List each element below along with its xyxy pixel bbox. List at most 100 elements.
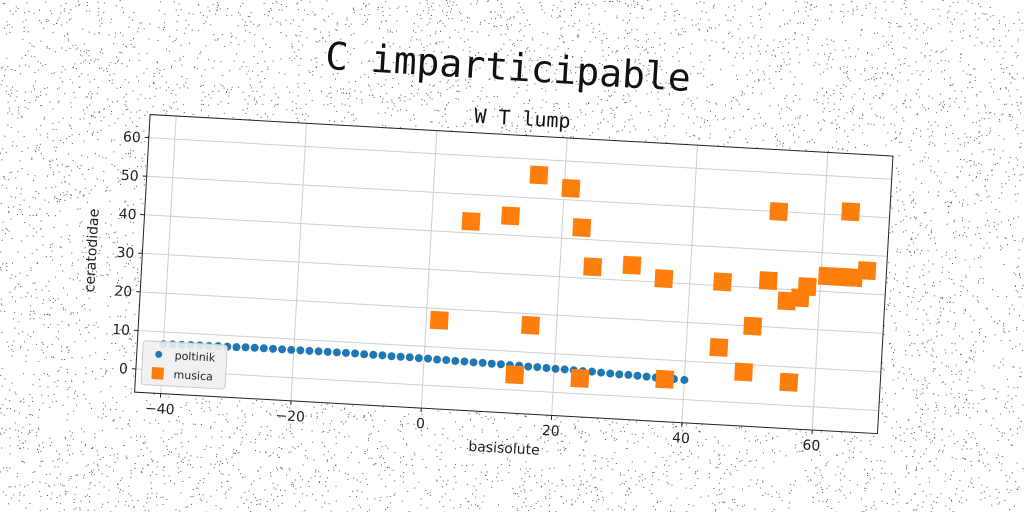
- noise-speck: [66, 165, 68, 167]
- noise-speck: [256, 504, 258, 505]
- noise-speck: [964, 458, 965, 460]
- noise-speck: [453, 1, 455, 3]
- noise-speck: [924, 55, 926, 57]
- noise-speck: [952, 263, 953, 264]
- noise-speck: [516, 414, 518, 416]
- noise-speck: [860, 34, 862, 36]
- noise-speck: [504, 443, 506, 445]
- noise-speck: [44, 314, 45, 316]
- noise-speck: [839, 67, 841, 69]
- noise-speck: [948, 205, 950, 207]
- noise-speck: [952, 189, 954, 191]
- noise-speck: [647, 52, 649, 54]
- noise-speck: [34, 56, 36, 58]
- noise-speck: [912, 456, 914, 457]
- noise-speck: [935, 502, 937, 504]
- noise-speck: [88, 324, 90, 326]
- noise-speck: [265, 451, 267, 453]
- noise-speck: [135, 277, 137, 279]
- noise-speck: [84, 178, 86, 180]
- noise-speck: [490, 417, 492, 419]
- noise-speck: [7, 112, 9, 114]
- noise-speck: [277, 484, 279, 486]
- noise-speck: [1003, 432, 1005, 434]
- noise-speck: [390, 114, 392, 116]
- noise-speck: [49, 406, 51, 408]
- noise-speck: [664, 87, 666, 89]
- noise-speck: [51, 243, 53, 245]
- noise-speck: [777, 139, 778, 141]
- noise-speck: [652, 81, 654, 83]
- noise-speck: [359, 13, 361, 15]
- noise-speck: [905, 476, 907, 478]
- noise-speck: [655, 466, 657, 468]
- noise-speck: [417, 25, 419, 27]
- noise-speck: [673, 125, 675, 127]
- noise-speck: [927, 27, 929, 28]
- noise-speck: [901, 128, 903, 130]
- noise-speck: [841, 486, 843, 488]
- noise-speck: [839, 127, 841, 129]
- noise-speck: [926, 351, 928, 353]
- noise-speck: [351, 451, 352, 453]
- noise-speck: [176, 419, 178, 421]
- noise-speck: [962, 203, 964, 205]
- noise-speck: [69, 235, 71, 237]
- noise-speck: [293, 493, 295, 495]
- noise-speck: [551, 419, 552, 420]
- noise-speck: [282, 433, 284, 435]
- noise-speck: [983, 350, 985, 352]
- noise-speck: [446, 484, 448, 486]
- noise-speck: [996, 497, 998, 499]
- noise-speck: [469, 419, 471, 421]
- noise-speck: [822, 111, 824, 113]
- noise-speck: [302, 113, 303, 115]
- noise-speck: [995, 398, 997, 400]
- noise-speck: [69, 79, 71, 81]
- noise-speck: [244, 413, 246, 415]
- noise-speck: [916, 468, 918, 470]
- noise-speck: [310, 59, 312, 61]
- noise-speck: [347, 456, 349, 458]
- noise-speck: [701, 117, 703, 119]
- noise-speck: [967, 433, 969, 435]
- noise-speck: [660, 5, 661, 7]
- noise-speck: [895, 264, 897, 266]
- noise-speck: [890, 445, 892, 447]
- noise-speck: [106, 333, 108, 335]
- noise-speck: [410, 93, 412, 95]
- noise-speck: [488, 101, 490, 103]
- noise-speck: [941, 334, 943, 336]
- noise-speck: [706, 100, 708, 102]
- noise-speck: [930, 125, 932, 127]
- noise-speck: [291, 45, 293, 47]
- noise-speck: [112, 420, 114, 422]
- noise-speck: [942, 0, 944, 1]
- noise-speck: [799, 430, 801, 432]
- noise-speck: [27, 292, 29, 294]
- noise-speck: [100, 368, 102, 370]
- noise-speck: [930, 70, 932, 72]
- noise-speck: [794, 141, 796, 143]
- noise-speck: [826, 487, 828, 489]
- noise-speck: [20, 73, 22, 75]
- noise-speck: [757, 479, 759, 481]
- noise-speck: [781, 65, 782, 67]
- noise-speck: [728, 507, 730, 509]
- noise-speck: [748, 485, 750, 487]
- noise-speck: [797, 116, 799, 118]
- noise-speck: [298, 26, 300, 27]
- noise-speck: [541, 475, 542, 477]
- noise-speck: [525, 416, 527, 418]
- noise-speck: [1018, 109, 1020, 111]
- noise-speck: [380, 95, 381, 97]
- noise-speck: [929, 481, 930, 483]
- noise-speck: [749, 53, 751, 55]
- noise-speck: [663, 19, 665, 21]
- noise-speck: [344, 117, 346, 119]
- noise-speck: [48, 375, 50, 377]
- noise-speck: [99, 250, 101, 252]
- noise-speck: [183, 112, 185, 113]
- noise-speck: [413, 472, 415, 474]
- noise-speck: [298, 49, 300, 51]
